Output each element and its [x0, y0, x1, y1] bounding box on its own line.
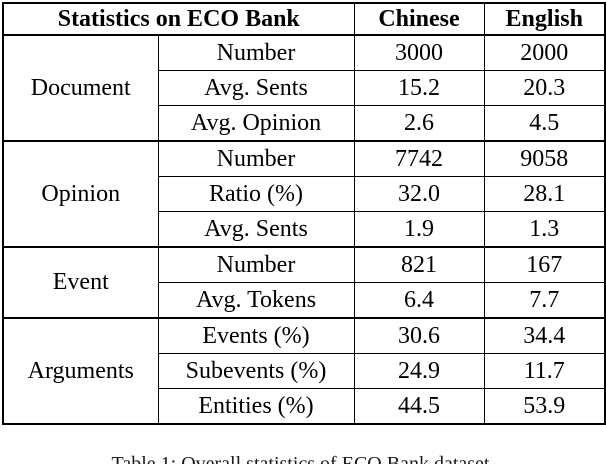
value-cell-english: 9058: [483, 140, 606, 177]
metric-cell: Number: [157, 34, 355, 71]
table-caption: Table 1: Overall statistics of ECO Bank …: [111, 453, 495, 464]
value-cell-english: 53.9: [483, 388, 606, 425]
value-cell-chinese: 821: [353, 246, 485, 283]
category-cell-arguments: Arguments: [2, 317, 159, 425]
column-header-english: English: [483, 2, 606, 36]
value-cell-english: 1.3: [483, 211, 606, 248]
category-cell-document: Document: [2, 34, 159, 142]
metric-cell: Avg. Opinion: [157, 105, 355, 142]
value-cell-english: 34.4: [483, 317, 606, 354]
metric-cell: Avg. Sents: [157, 211, 355, 248]
value-cell-english: 11.7: [483, 353, 606, 389]
metric-cell: Number: [157, 246, 355, 283]
category-cell-event: Event: [2, 246, 159, 319]
value-cell-chinese: 15.2: [353, 70, 485, 106]
table-row: Ratio (%) 32.0 28.1: [3, 176, 606, 212]
value-cell-chinese: 1.9: [353, 211, 485, 248]
metric-cell: Ratio (%): [157, 176, 355, 212]
value-cell-chinese: 44.5: [353, 388, 485, 425]
table-row: Avg. Tokens 6.4 7.7: [3, 282, 606, 319]
value-cell-chinese: 3000: [353, 34, 485, 71]
table-row: Avg. Sents 15.2 20.3: [3, 70, 606, 106]
value-cell-english: 20.3: [483, 70, 606, 106]
table-row: Avg. Sents 1.9 1.3: [3, 211, 606, 248]
table-row: Opinion Number 7742 9058: [2, 140, 606, 248]
value-cell-chinese: 30.6: [353, 317, 485, 354]
category-cell-opinion: Opinion: [2, 140, 159, 248]
value-cell-english: 7.7: [483, 282, 606, 319]
value-cell-english: 2000: [483, 34, 606, 71]
value-cell-chinese: 6.4: [353, 282, 485, 319]
metric-cell: Avg. Tokens: [157, 282, 355, 319]
eco-bank-stats-table: Statistics on ECO Bank Chinese English D…: [2, 2, 606, 425]
metric-cell: Events (%): [157, 317, 355, 354]
table-row: Arguments Events (%) 30.6 34.4: [2, 317, 606, 425]
value-cell-chinese: 2.6: [353, 105, 485, 142]
metric-cell: Entities (%): [157, 388, 355, 425]
value-cell-chinese: 7742: [353, 140, 485, 177]
table-row: Event Number 821 167: [2, 246, 606, 319]
table-title: Statistics on ECO Bank: [2, 2, 355, 36]
column-header-chinese: Chinese: [353, 2, 485, 36]
metric-cell: Subevents (%): [157, 353, 355, 389]
value-cell-english: 167: [483, 246, 606, 283]
table-header-row: Statistics on ECO Bank Chinese English: [2, 2, 606, 36]
value-cell-chinese: 32.0: [353, 176, 485, 212]
metric-cell: Avg. Sents: [157, 70, 355, 106]
metric-cell: Number: [157, 140, 355, 177]
value-cell-english: 28.1: [483, 176, 606, 212]
value-cell-chinese: 24.9: [353, 353, 485, 389]
table-row: Document Number 3000 2000: [2, 34, 606, 142]
table-row: Entities (%) 44.5 53.9: [3, 388, 606, 425]
table-row: Subevents (%) 24.9 11.7: [3, 353, 606, 389]
value-cell-english: 4.5: [483, 105, 606, 142]
